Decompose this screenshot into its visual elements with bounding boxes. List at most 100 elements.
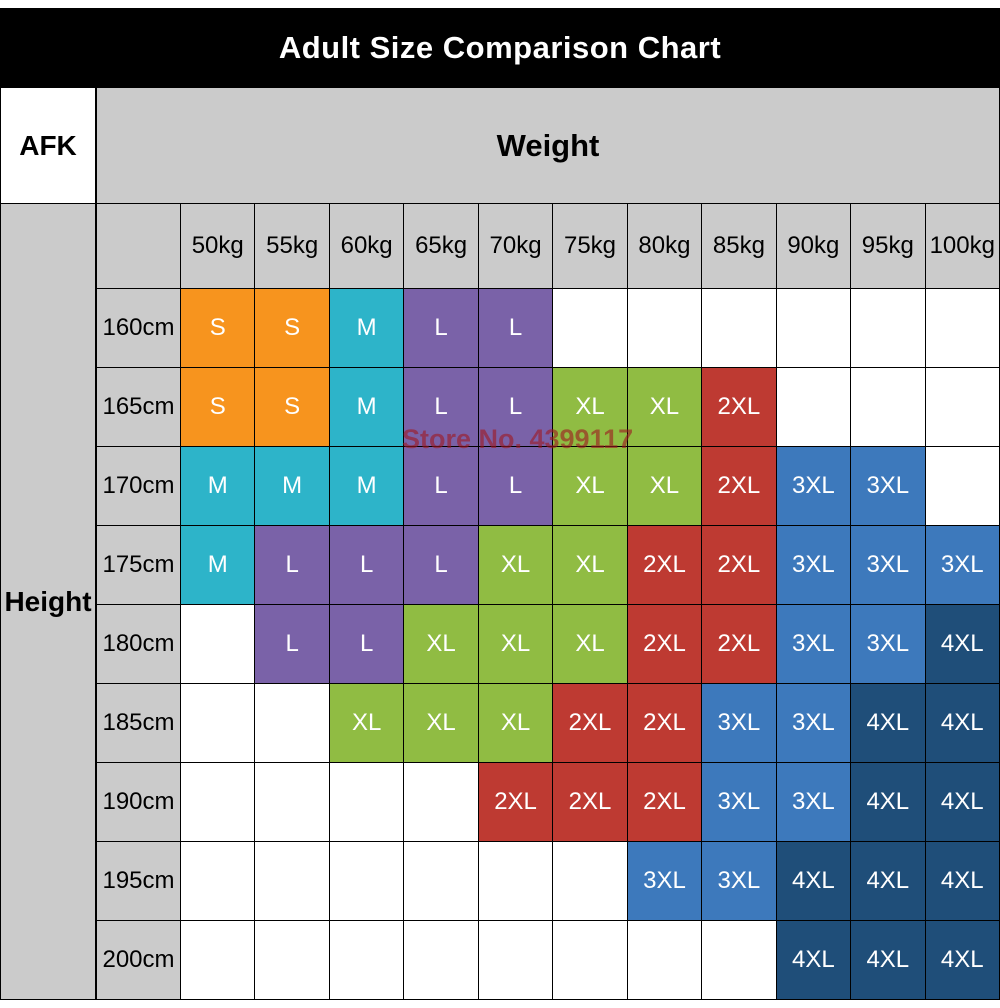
empty-cell: [179, 762, 256, 842]
size-cell-l: L: [328, 525, 405, 605]
empty-cell: [328, 841, 405, 921]
size-cell-l: L: [328, 604, 405, 684]
size-cell-xl: XL: [552, 367, 628, 447]
height-header-cell: 165cm: [95, 367, 181, 447]
size-cell-3xl: 3XL: [775, 683, 852, 763]
empty-cell: [701, 288, 777, 368]
weight-header-cell: 100kg: [924, 203, 1000, 289]
size-cell-l: L: [254, 525, 330, 605]
size-cell-m: M: [328, 446, 405, 526]
size-cell-xl: XL: [477, 604, 554, 684]
size-cell-xl: XL: [552, 525, 628, 605]
empty-cell: [477, 841, 554, 921]
table-row: 170cm M M M L L XL XL 2XL 3XL 3XL: [1, 446, 1000, 526]
size-cell-4xl: 4XL: [924, 762, 1000, 842]
weight-header-cell: 70kg: [477, 203, 554, 289]
empty-cell: [552, 920, 628, 1000]
size-cell-3xl: 3XL: [775, 604, 852, 684]
empty-cell: [254, 683, 330, 763]
empty-cell: [850, 288, 926, 368]
size-cell-m: M: [179, 446, 256, 526]
height-header-cell: 175cm: [95, 525, 181, 605]
empty-cell: [924, 288, 1000, 368]
table-row: 200cm 4XL 4XL 4XL: [1, 920, 1000, 1000]
empty-cell: [850, 367, 926, 447]
empty-cell: [403, 841, 479, 921]
height-header-cell: 170cm: [95, 446, 181, 526]
size-cell-l: L: [477, 367, 554, 447]
size-cell-xl: XL: [552, 446, 628, 526]
weight-header-cell: 50kg: [179, 203, 256, 289]
weight-header-cell: 85kg: [701, 203, 777, 289]
empty-cell: [328, 920, 405, 1000]
empty-cell: [403, 762, 479, 842]
size-cell-xl: XL: [552, 604, 628, 684]
size-cell-2xl: 2XL: [701, 446, 777, 526]
size-cell-l: L: [403, 446, 479, 526]
size-cell-xl: XL: [328, 683, 405, 763]
size-cell-2xl: 2XL: [626, 683, 703, 763]
weight-header-cell: 60kg: [328, 203, 405, 289]
size-cell-m: M: [254, 446, 330, 526]
size-cell-4xl: 4XL: [850, 762, 926, 842]
height-header-cell: 180cm: [95, 604, 181, 684]
empty-cell: [179, 604, 256, 684]
empty-cell: [552, 288, 628, 368]
empty-cell: [328, 762, 405, 842]
empty-cell: [179, 841, 256, 921]
empty-cell: [924, 367, 1000, 447]
size-cell-3xl: 3XL: [850, 525, 926, 605]
size-table: Height 50kg 55kg 60kg 65kg 70kg 75kg 80kg 85kg 90…: [0, 203, 1000, 1000]
weight-header-cell: 90kg: [775, 203, 852, 289]
table-row: 195cm 3XL 3XL 4XL 4XL 4XL: [1, 841, 1000, 921]
size-cell-4xl: 4XL: [775, 841, 852, 921]
empty-cell: [775, 367, 852, 447]
corner-cell: [95, 203, 181, 289]
weight-header-cell: 55kg: [254, 203, 330, 289]
size-cell-3xl: 3XL: [775, 446, 852, 526]
size-cell-4xl: 4XL: [924, 683, 1000, 763]
size-cell-4xl: 4XL: [850, 683, 926, 763]
size-cell-3xl: 3XL: [775, 762, 852, 842]
size-cell-2xl: 2XL: [701, 525, 777, 605]
empty-cell: [179, 683, 256, 763]
table-row: 165cm S S M L L XL XL 2XL: [1, 367, 1000, 447]
weight-header-cell: 80kg: [626, 203, 703, 289]
empty-cell: [254, 841, 330, 921]
size-cell-l: L: [477, 288, 554, 368]
weight-header-cell: 75kg: [552, 203, 628, 289]
axis-header-row: AFK Weight: [0, 88, 1000, 203]
table-row: 175cm M L L L XL XL 2XL 2XL 3XL 3XL 3XL: [1, 525, 1000, 605]
height-header-cell: 185cm: [95, 683, 181, 763]
empty-cell: [626, 288, 703, 368]
table-row: 190cm 2XL 2XL 2XL 3XL 3XL 4XL 4XL: [1, 762, 1000, 842]
weight-axis-label: Weight: [97, 88, 999, 203]
size-cell-3xl: 3XL: [701, 841, 777, 921]
size-cell-xl: XL: [626, 446, 703, 526]
size-cell-xl: XL: [626, 367, 703, 447]
empty-cell: [477, 920, 554, 1000]
empty-cell: [254, 762, 330, 842]
size-cell-3xl: 3XL: [850, 446, 926, 526]
size-cell-3xl: 3XL: [850, 604, 926, 684]
chart-title-banner: Adult Size Comparison Chart: [0, 8, 1000, 88]
empty-cell: [701, 920, 777, 1000]
chart-title: Adult Size Comparison Chart: [278, 30, 722, 65]
size-cell-m: M: [328, 288, 405, 368]
height-axis-label: Height: [0, 203, 97, 1000]
size-cell-l: L: [403, 288, 479, 368]
size-cell-s: S: [254, 288, 330, 368]
size-cell-3xl: 3XL: [701, 683, 777, 763]
size-cell-2xl: 2XL: [552, 762, 628, 842]
table-row: 160cm S S M L L: [1, 288, 1000, 368]
empty-cell: [254, 920, 330, 1000]
size-cell-m: M: [328, 367, 405, 447]
empty-cell: [924, 446, 1000, 526]
size-cell-s: S: [179, 367, 256, 447]
empty-cell: [552, 841, 628, 921]
size-cell-s: S: [179, 288, 256, 368]
height-header-cell: 200cm: [95, 920, 181, 1000]
size-cell-s: S: [254, 367, 330, 447]
height-header-cell: 195cm: [95, 841, 181, 921]
size-cell-4xl: 4XL: [850, 841, 926, 921]
